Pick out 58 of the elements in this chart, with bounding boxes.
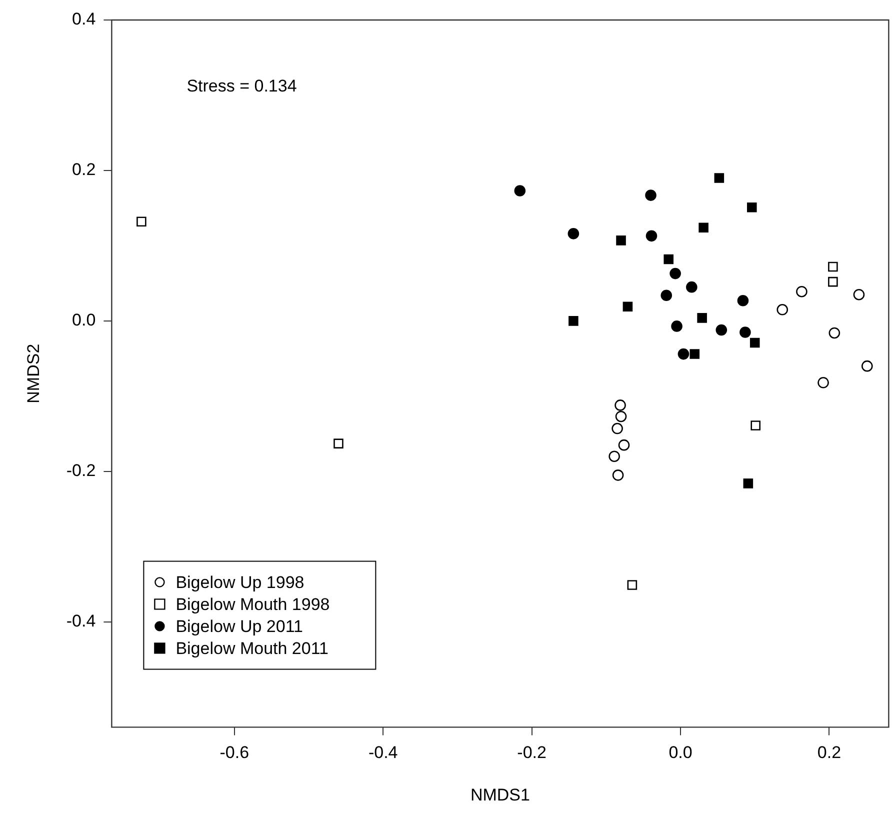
point: [646, 230, 658, 242]
point: [697, 313, 707, 323]
x-tick-label: 0.2: [817, 743, 842, 762]
point: [678, 348, 690, 360]
point: [645, 190, 656, 201]
point: [615, 410, 627, 422]
point: [796, 286, 808, 298]
point: [740, 326, 751, 338]
x-tick-label: -0.2: [517, 743, 546, 762]
x-tick-label: -0.6: [220, 743, 250, 762]
point: [776, 304, 788, 316]
point: [618, 439, 630, 451]
x-tick-label: -0.4: [368, 743, 398, 762]
y-tick-label: -0.4: [66, 612, 96, 631]
point: [514, 185, 526, 196]
point: [716, 324, 728, 336]
legend-label: Bigelow Up 1998: [176, 572, 304, 592]
point: [664, 254, 674, 264]
point: [690, 349, 700, 359]
y-tick-label: -0.2: [66, 461, 96, 480]
legend-label: Bigelow Mouth 1998: [176, 594, 330, 614]
point: [568, 316, 578, 326]
x-axis-title: NMDS1: [470, 785, 530, 804]
y-tick-label: 0.4: [72, 10, 96, 29]
point: [714, 173, 724, 183]
point: [136, 216, 146, 227]
annotation: Stress = 0.134: [186, 76, 297, 96]
point: [746, 202, 757, 212]
point: [616, 236, 626, 246]
point: [614, 400, 626, 411]
point: [853, 288, 865, 300]
point: [818, 376, 829, 388]
point: [660, 290, 672, 302]
point: [750, 338, 760, 348]
y-tick-label: 0.2: [72, 160, 96, 180]
y-axis-title: NMDS2: [24, 344, 43, 404]
point: [750, 420, 760, 430]
point: [671, 320, 682, 332]
point: [743, 478, 754, 488]
point: [627, 580, 638, 590]
point: [334, 438, 344, 448]
point: [861, 360, 873, 372]
point: [622, 302, 633, 312]
point: [828, 276, 838, 287]
point: [698, 222, 708, 233]
point: [568, 228, 580, 240]
legend-label: Bigelow Up 2011: [176, 616, 303, 636]
point: [612, 470, 624, 481]
point: [670, 268, 681, 280]
point: [608, 450, 620, 462]
point: [737, 294, 749, 306]
y-tick-label: 0.0: [72, 310, 96, 330]
point: [828, 262, 838, 272]
point: [828, 327, 840, 339]
legend-label: Bigelow Mouth 2011: [176, 638, 328, 658]
point: [686, 281, 698, 293]
point: [612, 422, 623, 434]
x-tick-label: 0.0: [668, 743, 692, 762]
